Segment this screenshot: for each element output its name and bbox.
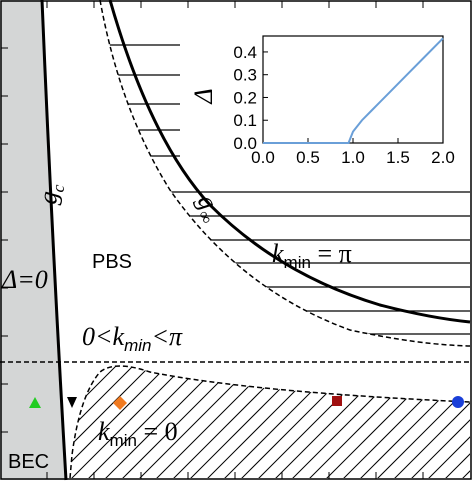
y-tick-label: 0.3: [233, 66, 257, 85]
x-tick-label: 0.5: [296, 148, 320, 167]
gc-label: gc: [33, 182, 68, 206]
marker-square: [332, 396, 342, 406]
k0-label: kmin = 0: [98, 417, 178, 450]
kmin0-boundary: [69, 365, 471, 479]
x-tick-label: 0.0: [251, 148, 275, 167]
kmin-boundary: [99, 0, 471, 347]
pbs-label: PBS: [92, 251, 132, 273]
kpi-label: kmin = π: [272, 239, 352, 272]
delta0-label: Δ=0: [1, 265, 48, 294]
y-tick-label: 0.2: [233, 88, 257, 107]
x-tick-label: 1.0: [341, 148, 365, 167]
ginf-curve: [108, 0, 471, 324]
bec-label: BEC: [8, 451, 49, 473]
kmid-label: 0<kmin<π: [82, 322, 183, 355]
inset-y-label: Δ: [189, 88, 218, 104]
marker-triangle: [29, 397, 41, 408]
gc-curve: [40, 0, 68, 481]
inset-background: [190, 22, 468, 174]
y-tick-label: 0.1: [233, 111, 257, 130]
y-tick-label: 0.0: [233, 134, 257, 153]
x-tick-label: 2.0: [431, 148, 455, 167]
x-tick-label: 1.5: [386, 148, 410, 167]
marker-triangle-down: [67, 397, 77, 408]
bec-region: [0, 0, 66, 480]
marker-diamond: [113, 396, 127, 410]
y-tick-label: 0.4: [233, 43, 257, 62]
marker-circle: [452, 396, 464, 408]
data-line: [263, 37, 444, 144]
